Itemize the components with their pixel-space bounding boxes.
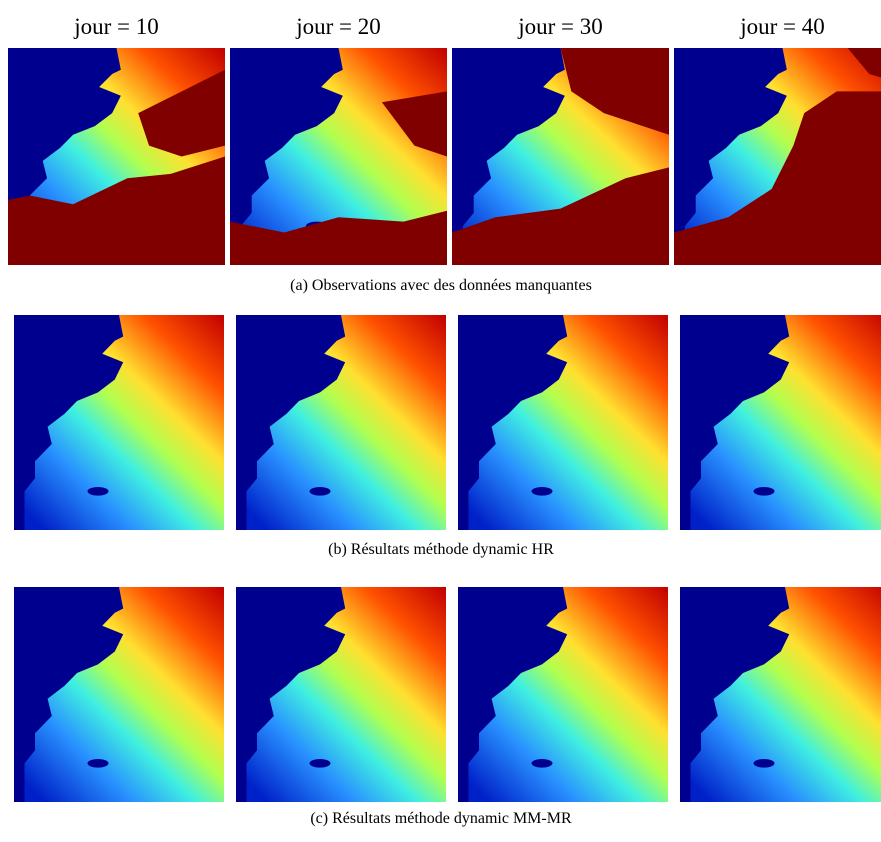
column-header: jour = 30 bbox=[517, 14, 603, 39]
map-panel bbox=[14, 587, 224, 802]
map-panel bbox=[230, 48, 447, 265]
caption: (c) Résultats méthode dynamic MM-MR bbox=[310, 810, 572, 827]
caption: (a) Observations avec des données manqua… bbox=[290, 277, 592, 294]
map-panel bbox=[674, 48, 881, 265]
column-header: jour = 10 bbox=[73, 14, 159, 39]
island bbox=[754, 759, 775, 768]
map-panel bbox=[8, 48, 225, 265]
island bbox=[532, 759, 553, 768]
map-panel bbox=[14, 315, 224, 530]
map-panel bbox=[452, 48, 669, 265]
column-header: jour = 40 bbox=[739, 14, 825, 39]
map-panel bbox=[680, 587, 881, 802]
island bbox=[310, 759, 331, 768]
island bbox=[88, 487, 109, 496]
island bbox=[754, 487, 775, 496]
caption: (b) Résultats méthode dynamic HR bbox=[328, 541, 554, 558]
island bbox=[88, 759, 109, 768]
map-panel bbox=[458, 587, 668, 802]
island bbox=[532, 487, 553, 496]
map-panel bbox=[680, 315, 881, 530]
column-header: jour = 20 bbox=[295, 14, 381, 39]
map-panel bbox=[236, 315, 446, 530]
island bbox=[310, 487, 331, 496]
map-panel bbox=[236, 587, 446, 802]
map-panel bbox=[458, 315, 668, 530]
